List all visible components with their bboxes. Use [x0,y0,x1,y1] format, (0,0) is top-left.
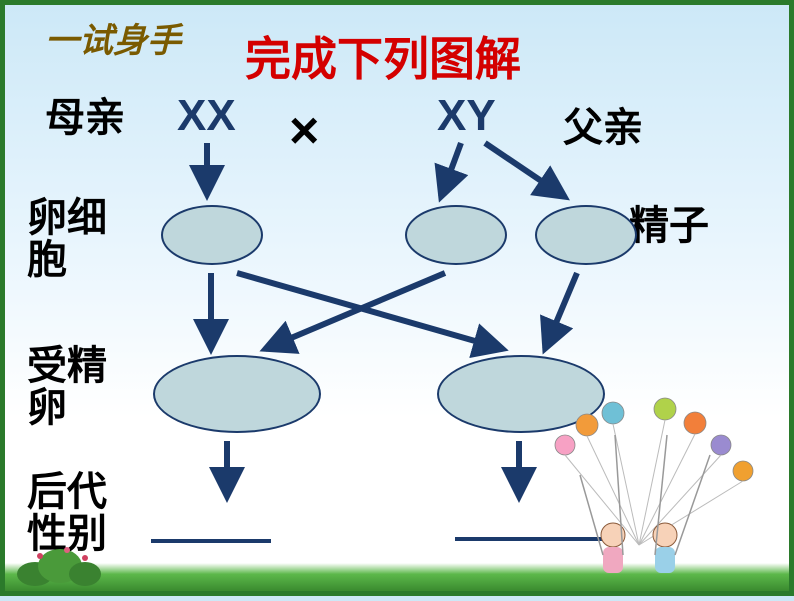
label-father: 父亲 [563,107,643,149]
label-sperm: 精子 [629,205,709,247]
chrom-xy: XY [437,91,496,141]
label-zygote: 受精卵 [27,345,107,429]
arrows-layer [5,5,794,601]
grass-decor [5,563,789,591]
label-egg: 卵细胞 [27,197,107,281]
label-mother: 母亲 [45,97,125,139]
chrom-xx: XX [177,91,236,141]
oval-zygote-2 [437,355,605,433]
corner-title: 一试身手 [45,13,181,62]
cross-icon: × [289,101,319,161]
page-title: 完成下列图解 [245,23,521,89]
oval-gamete-2 [405,205,507,265]
balloons-kids [5,5,794,601]
underline-2 [455,537,605,541]
oval-gamete-1 [161,205,263,265]
underline-1 [151,539,271,543]
oval-gamete-3 [535,205,637,265]
oval-zygote-1 [153,355,321,433]
bush-icon [15,536,105,586]
